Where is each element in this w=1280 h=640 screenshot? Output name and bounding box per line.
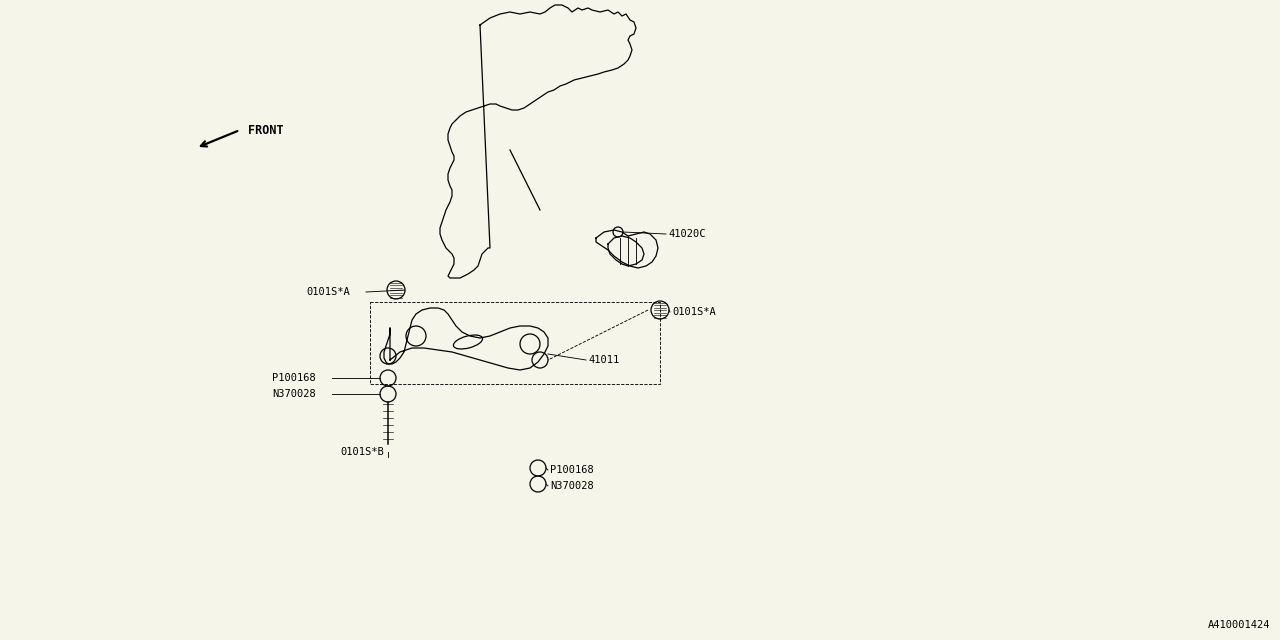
Bar xyxy=(370,302,660,384)
Text: 0101S*A: 0101S*A xyxy=(306,287,349,297)
Text: 41020C: 41020C xyxy=(668,229,705,239)
Text: A410001424: A410001424 xyxy=(1207,620,1270,630)
Text: P100168: P100168 xyxy=(550,465,594,475)
Text: 0101S*B: 0101S*B xyxy=(340,447,384,457)
Text: N370028: N370028 xyxy=(550,481,594,491)
Text: P100168: P100168 xyxy=(273,373,316,383)
Text: 0101S*A: 0101S*A xyxy=(672,307,716,317)
Text: 41011: 41011 xyxy=(588,355,620,365)
Text: FRONT: FRONT xyxy=(248,124,284,137)
Text: N370028: N370028 xyxy=(273,389,316,399)
